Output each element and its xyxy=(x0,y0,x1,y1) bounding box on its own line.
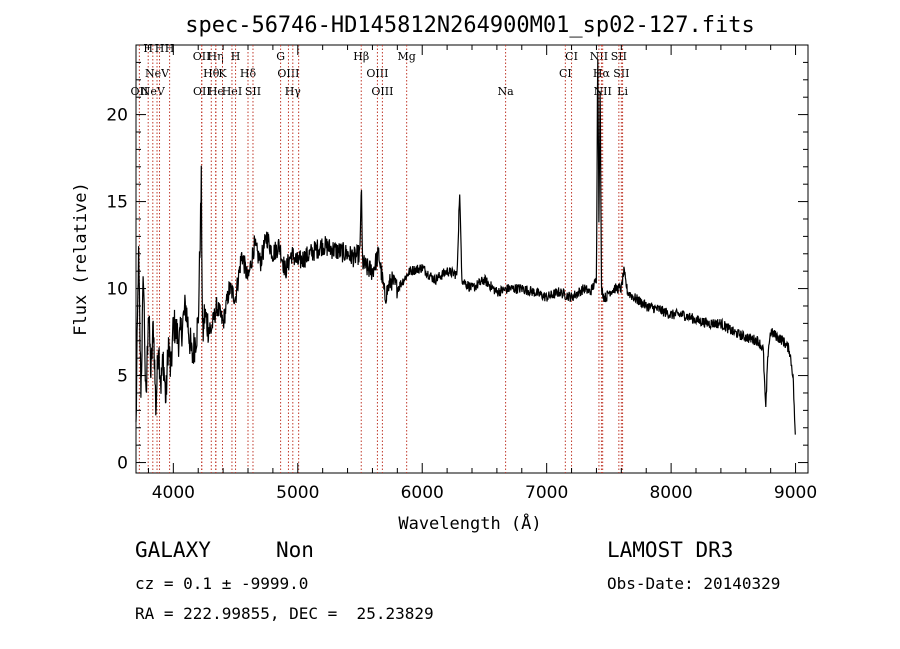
line-marker-label: G xyxy=(276,50,285,63)
line-marker-label: Hβ xyxy=(353,50,369,63)
redshift-cz: cz = 0.1 ± -9999.0 xyxy=(135,574,309,593)
y-tick-label: 20 xyxy=(106,106,128,126)
y-tick-label: 10 xyxy=(106,280,128,300)
line-marker-label: NII xyxy=(590,50,608,63)
line-marker-label: He xyxy=(208,85,224,98)
object-subclass: Non xyxy=(276,538,314,562)
observation-date: Obs-Date: 20140329 xyxy=(607,574,781,593)
line-marker-label: H xyxy=(155,42,165,55)
axis-ticks: 4000 5000 6000 7000 8000 9000 0 5 10 15 20 xyxy=(106,45,817,503)
x-axis-label: Wavelength (Å) xyxy=(398,512,541,534)
survey-name: LAMOST DR3 xyxy=(607,538,734,562)
line-marker-label: Na xyxy=(498,85,515,98)
line-marker-label: Li xyxy=(617,85,628,98)
line-marker-label: SII xyxy=(611,50,627,63)
line-marker-label: Hγ xyxy=(285,85,302,98)
chart-title: spec-56746-HD145812N264900M01_sp02-127.f… xyxy=(185,13,755,38)
line-marker-label: CI xyxy=(565,50,578,63)
x-tick-label: 6000 xyxy=(401,483,444,503)
line-marker-label: OII xyxy=(131,85,149,98)
line-marker-label: NII xyxy=(594,85,612,98)
x-tick-label: 8000 xyxy=(649,483,692,503)
line-marker-label: NeV xyxy=(145,67,170,80)
line-marker-label: OIII xyxy=(366,67,388,80)
line-marker-label: OIII xyxy=(277,67,299,80)
line-marker-label: K xyxy=(218,67,227,80)
line-marker-label: OII xyxy=(193,85,211,98)
line-marker-label: Hθ xyxy=(203,67,220,80)
line-marker-label: SII xyxy=(245,85,261,98)
coordinates: RA = 222.99855, DEC = 25.23829 xyxy=(135,604,434,623)
line-marker-label: H xyxy=(165,42,175,55)
x-tick-label: 7000 xyxy=(525,483,568,503)
line-marker-label: Hα xyxy=(593,67,611,80)
y-tick-label: 15 xyxy=(106,193,128,213)
y-tick-label: 0 xyxy=(117,454,128,474)
line-marker-label: SII xyxy=(613,67,629,80)
y-axis-label: Flux (relative) xyxy=(71,182,91,336)
y-tick-label: 5 xyxy=(117,367,128,387)
x-tick-label: 4000 xyxy=(152,483,195,503)
line-marker-label: H xyxy=(231,50,241,63)
line-marker-label: OIII xyxy=(371,85,393,98)
spectrum-line xyxy=(135,59,796,435)
x-tick-label: 9000 xyxy=(774,483,817,503)
line-marker-label: HeI xyxy=(222,85,242,98)
object-class: GALAXY xyxy=(135,538,211,562)
line-marker-label: NeV xyxy=(141,85,166,98)
emission-line-markers: OIIHNeVNeVHHOIIOIIHθHηHeKHeIHHδSIIGOIIIH… xyxy=(131,42,629,473)
line-marker-label: CI xyxy=(559,67,572,80)
x-tick-label: 5000 xyxy=(276,483,319,503)
line-marker-label: Mg xyxy=(398,50,416,63)
plot-area xyxy=(135,44,809,474)
line-marker-label: Hδ xyxy=(240,67,257,80)
